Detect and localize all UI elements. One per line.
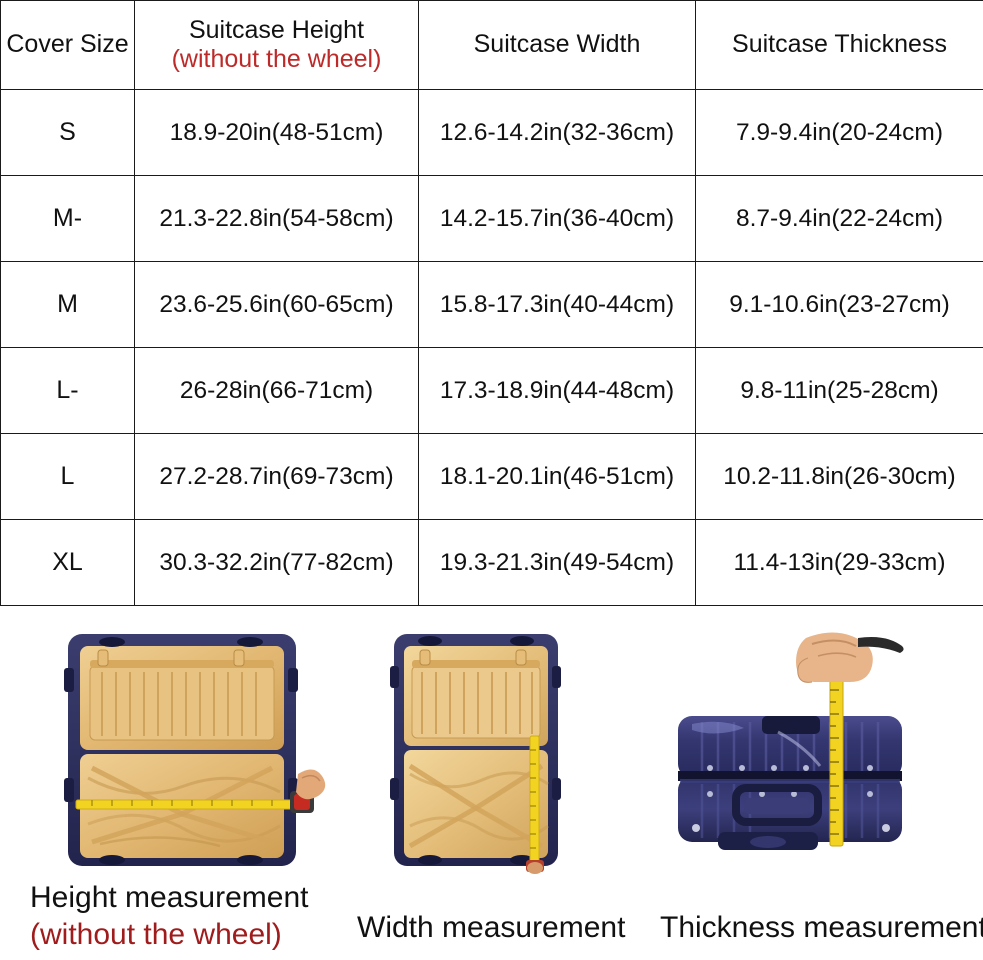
cell-suitcase-thickness: 10.2-11.8in(26-30cm) (696, 434, 983, 520)
measurement-photo-strip (0, 628, 983, 876)
cell-suitcase-thickness: 9.1-10.6in(23-27cm) (696, 262, 983, 348)
table-row: M 23.6-25.6in(60-65cm) 15.8-17.3in(40-44… (1, 262, 983, 348)
table-row: L 27.2-28.7in(69-73cm) 18.1-20.1in(46-51… (1, 434, 983, 520)
cell-suitcase-height: 23.6-25.6in(60-65cm) (135, 262, 419, 348)
column-header-sublabel: (without the wheel) (135, 45, 418, 75)
cell-cover-size: M (1, 262, 135, 348)
cell-cover-size: L- (1, 348, 135, 434)
column-header-suitcase-thickness: Suitcase Thickness (696, 1, 983, 90)
table-row: M- 21.3-22.8in(54-58cm) 14.2-15.7in(36-4… (1, 176, 983, 262)
column-header-label: Suitcase Width (474, 30, 641, 58)
caption-sub-text: (without the wheel) (30, 917, 308, 954)
caption-main-text: Height measurement (30, 881, 308, 914)
photo-height-measurement (36, 628, 328, 876)
cell-cover-size: M- (1, 176, 135, 262)
cell-suitcase-width: 14.2-15.7in(36-40cm) (419, 176, 696, 262)
photo-width-measurement (364, 628, 614, 876)
cell-suitcase-height: 18.9-20in(48-51cm) (135, 90, 419, 176)
caption-thickness-measurement: Thickness measurement (660, 910, 983, 947)
cell-suitcase-width: 19.3-21.3in(49-54cm) (419, 520, 696, 606)
size-chart-table: Cover Size Suitcase Height (without the … (0, 0, 983, 606)
cell-suitcase-thickness: 9.8-11in(25-28cm) (696, 348, 983, 434)
cell-cover-size: L (1, 434, 135, 520)
column-header-suitcase-width: Suitcase Width (419, 1, 696, 90)
cell-cover-size: XL (1, 520, 135, 606)
cell-suitcase-height: 21.3-22.8in(54-58cm) (135, 176, 419, 262)
table-row: L- 26-28in(66-71cm) 17.3-18.9in(44-48cm)… (1, 348, 983, 434)
photo-thickness-measurement (658, 628, 968, 876)
caption-height-measurement: Height measurement (without the wheel) (30, 880, 308, 953)
column-header-label: Suitcase Thickness (732, 30, 947, 58)
column-header-cover-size: Cover Size (1, 1, 135, 90)
cell-suitcase-width: 18.1-20.1in(46-51cm) (419, 434, 696, 520)
cell-suitcase-height: 26-28in(66-71cm) (135, 348, 419, 434)
column-header-label: Cover Size (6, 30, 128, 58)
table-header-row: Cover Size Suitcase Height (without the … (1, 1, 983, 90)
cell-suitcase-thickness: 7.9-9.4in(20-24cm) (696, 90, 983, 176)
cell-suitcase-thickness: 8.7-9.4in(22-24cm) (696, 176, 983, 262)
cell-cover-size: S (1, 90, 135, 176)
cell-suitcase-width: 12.6-14.2in(32-36cm) (419, 90, 696, 176)
cell-suitcase-width: 15.8-17.3in(40-44cm) (419, 262, 696, 348)
column-header-suitcase-height: Suitcase Height (without the wheel) (135, 1, 419, 90)
caption-row: Height measurement (without the wheel) W… (0, 880, 983, 960)
cell-suitcase-height: 30.3-32.2in(77-82cm) (135, 520, 419, 606)
table-row: XL 30.3-32.2in(77-82cm) 19.3-21.3in(49-5… (1, 520, 983, 606)
table-row: S 18.9-20in(48-51cm) 12.6-14.2in(32-36cm… (1, 90, 983, 176)
cell-suitcase-width: 17.3-18.9in(44-48cm) (419, 348, 696, 434)
cell-suitcase-height: 27.2-28.7in(69-73cm) (135, 434, 419, 520)
column-header-label: Suitcase Height (189, 16, 364, 44)
caption-width-measurement: Width measurement (357, 910, 625, 947)
cell-suitcase-thickness: 11.4-13in(29-33cm) (696, 520, 983, 606)
